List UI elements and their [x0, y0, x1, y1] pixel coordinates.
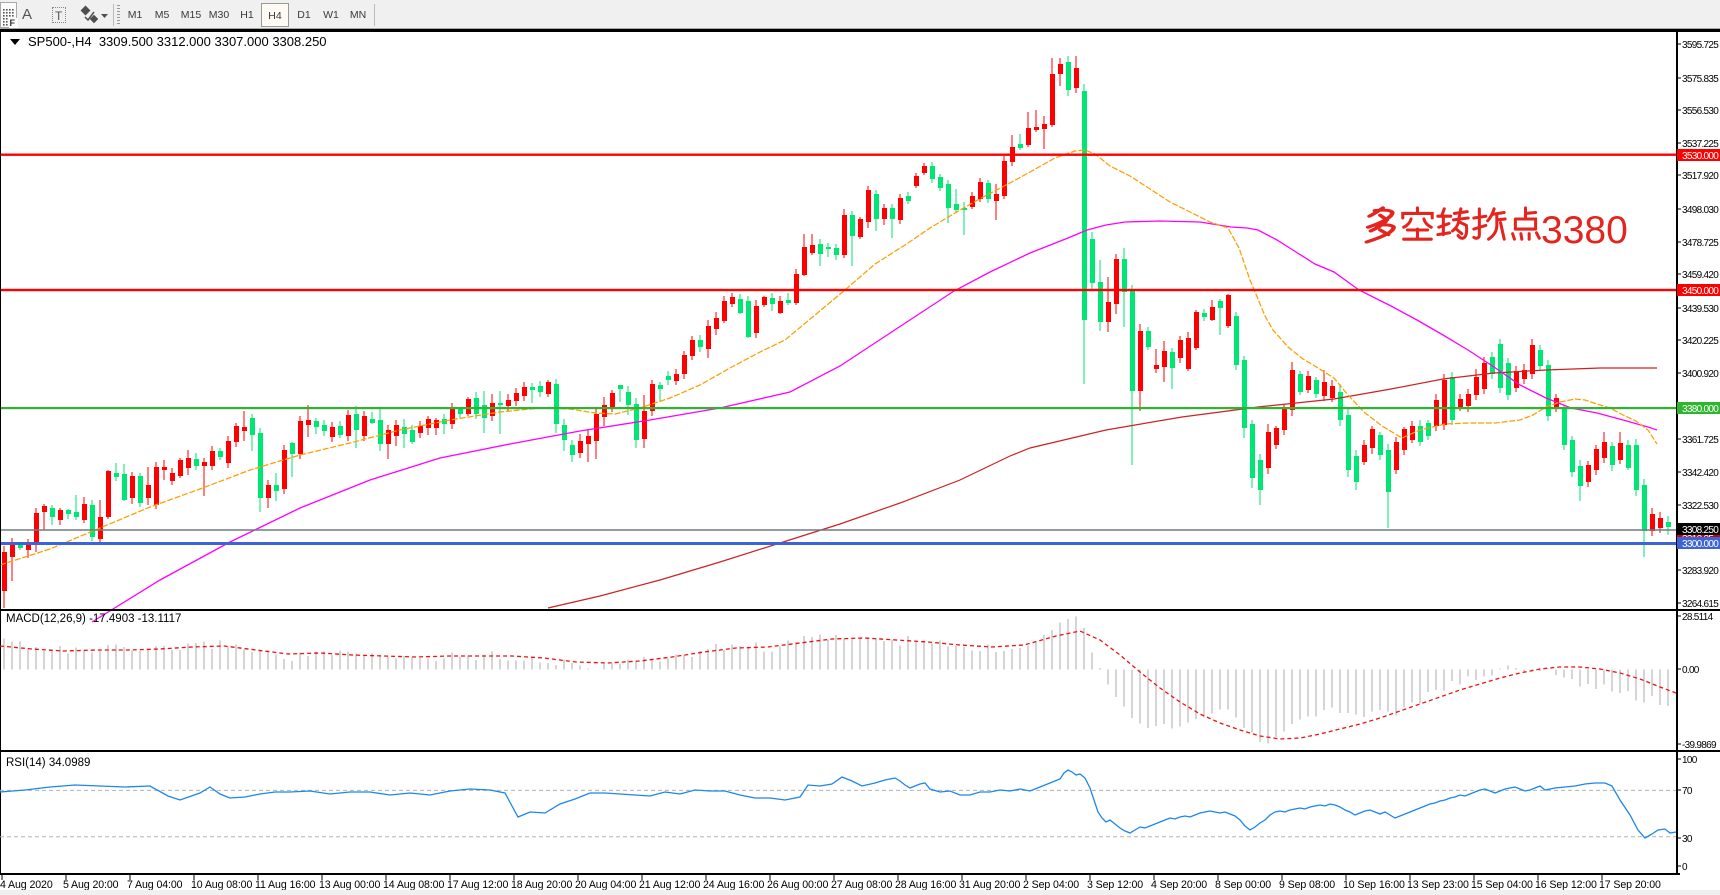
svg-text:4 Sep 20:00: 4 Sep 20:00	[1151, 879, 1207, 891]
svg-text:11 Aug 16:00: 11 Aug 16:00	[255, 879, 316, 891]
svg-text:28.5114: 28.5114	[1682, 612, 1714, 623]
svg-text:9 Sep 08:00: 9 Sep 08:00	[1279, 879, 1335, 891]
svg-text:F: F	[10, 18, 16, 28]
svg-text:3380.000: 3380.000	[1682, 404, 1719, 415]
svg-text:28 Aug 16:00: 28 Aug 16:00	[895, 879, 956, 891]
svg-text:5 Aug 20:00: 5 Aug 20:00	[63, 879, 119, 891]
svg-text:3450.000: 3450.000	[1682, 286, 1719, 297]
svg-text:-39.9869: -39.9869	[1682, 740, 1717, 751]
svg-text:14 Aug 08:00: 14 Aug 08:00	[383, 879, 444, 891]
svg-text:3478.725: 3478.725	[1682, 238, 1719, 249]
svg-text:3530.000: 3530.000	[1682, 151, 1719, 162]
svg-text:0: 0	[1682, 862, 1688, 873]
svg-text:RSI(14) 34.0989: RSI(14) 34.0989	[6, 757, 90, 769]
svg-text:3 Sep 12:00: 3 Sep 12:00	[1087, 879, 1143, 891]
svg-text:3361.725: 3361.725	[1682, 435, 1719, 446]
svg-text:4 Aug 2020: 4 Aug 2020	[0, 879, 53, 891]
svg-text:SP500-,H4 3309.500 3312.000 3: SP500-,H4 3309.500 3312.000 3307.000 330…	[28, 34, 327, 49]
svg-text:3420.225: 3420.225	[1682, 336, 1719, 347]
svg-text:7 Aug 04:00: 7 Aug 04:00	[127, 879, 183, 891]
svg-text:30: 30	[1682, 834, 1693, 845]
svg-text:3308.250: 3308.250	[1682, 525, 1719, 536]
svg-text:13 Sep 23:00: 13 Sep 23:00	[1407, 879, 1469, 891]
svg-text:MACD(12,26,9) -17.4903 -13.111: MACD(12,26,9) -17.4903 -13.1117	[6, 613, 181, 625]
svg-text:24 Aug 16:00: 24 Aug 16:00	[703, 879, 764, 891]
svg-text:3300.000: 3300.000	[1682, 539, 1719, 550]
svg-text:10 Aug 08:00: 10 Aug 08:00	[191, 879, 252, 891]
svg-text:3556.530: 3556.530	[1682, 106, 1719, 117]
svg-text:17 Aug 12:00: 17 Aug 12:00	[447, 879, 508, 891]
svg-text:3264.615: 3264.615	[1682, 599, 1719, 610]
svg-text:20 Aug 04:00: 20 Aug 04:00	[575, 879, 636, 891]
svg-text:3595.725: 3595.725	[1682, 40, 1719, 51]
svg-text:100: 100	[1682, 755, 1698, 766]
svg-text:8 Sep 00:00: 8 Sep 00:00	[1215, 879, 1271, 891]
svg-text:31 Aug 20:00: 31 Aug 20:00	[959, 879, 1020, 891]
svg-text:3498.030: 3498.030	[1682, 205, 1719, 216]
svg-text:21 Aug 12:00: 21 Aug 12:00	[639, 879, 700, 891]
svg-text:26 Aug 00:00: 26 Aug 00:00	[767, 879, 828, 891]
svg-text:3283.920: 3283.920	[1682, 566, 1719, 577]
svg-text:3342.420: 3342.420	[1682, 468, 1719, 479]
svg-text:70: 70	[1682, 786, 1693, 797]
svg-text:0.00: 0.00	[1682, 665, 1700, 676]
svg-text:3322.530: 3322.530	[1682, 501, 1719, 512]
svg-text:3380: 3380	[1541, 209, 1628, 252]
svg-text:3575.835: 3575.835	[1682, 74, 1719, 85]
svg-text:15 Sep 04:00: 15 Sep 04:00	[1471, 879, 1533, 891]
svg-text:13 Aug 00:00: 13 Aug 00:00	[319, 879, 380, 891]
svg-text:27 Aug 08:00: 27 Aug 08:00	[831, 879, 892, 891]
svg-text:3459.420: 3459.420	[1682, 270, 1719, 281]
svg-text:17 Sep 20:00: 17 Sep 20:00	[1599, 879, 1661, 891]
svg-text:18 Aug 20:00: 18 Aug 20:00	[511, 879, 572, 891]
svg-text:3400.920: 3400.920	[1682, 369, 1719, 380]
svg-text:3517.920: 3517.920	[1682, 171, 1719, 182]
svg-text:10 Sep 16:00: 10 Sep 16:00	[1343, 879, 1405, 891]
svg-text:2 Sep 04:00: 2 Sep 04:00	[1023, 879, 1079, 891]
svg-text:16 Sep 12:00: 16 Sep 12:00	[1535, 879, 1597, 891]
svg-text:3537.225: 3537.225	[1682, 139, 1719, 150]
svg-text:3439.530: 3439.530	[1682, 304, 1719, 315]
